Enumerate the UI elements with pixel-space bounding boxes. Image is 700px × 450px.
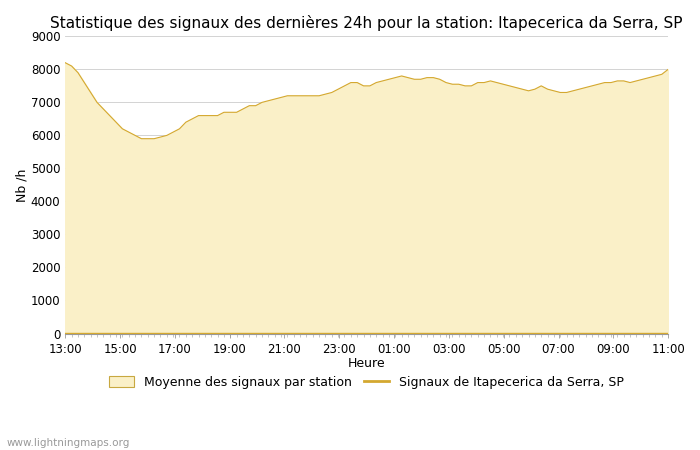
X-axis label: Heure: Heure <box>348 357 386 370</box>
Y-axis label: Nb /h: Nb /h <box>15 168 28 202</box>
Title: Statistique des signaux des dernières 24h pour la station: Itapecerica da Serra,: Statistique des signaux des dernières 24… <box>50 15 683 31</box>
Legend: Moyenne des signaux par station, Signaux de Itapecerica da Serra, SP: Moyenne des signaux par station, Signaux… <box>105 372 628 393</box>
Text: www.lightningmaps.org: www.lightningmaps.org <box>7 438 130 448</box>
